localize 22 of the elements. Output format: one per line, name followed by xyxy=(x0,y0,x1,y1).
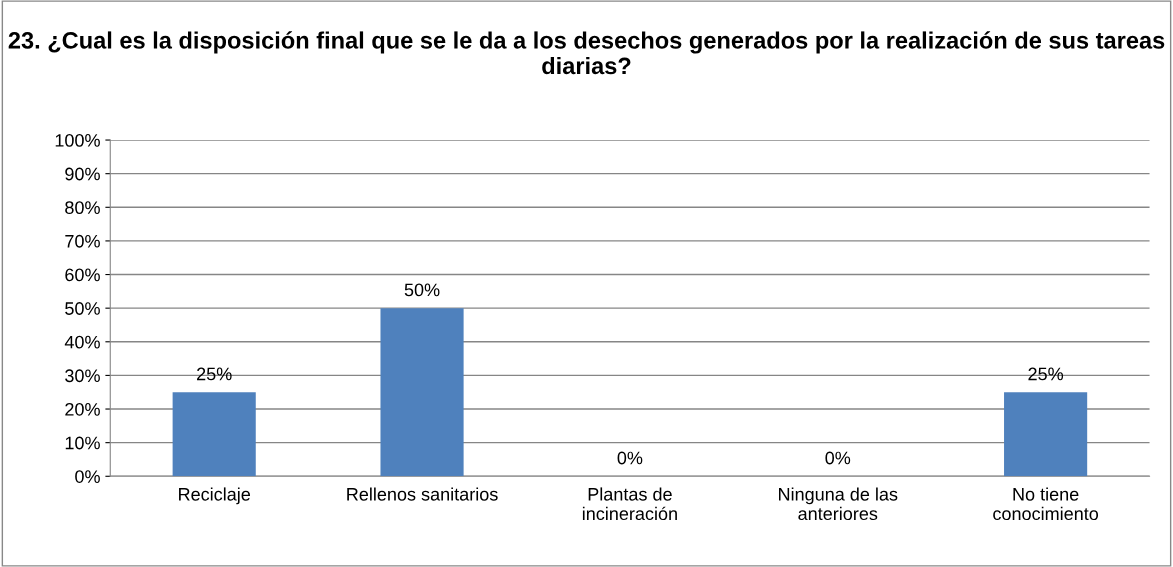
data-label: 25% xyxy=(197,367,232,381)
data-label: 0% xyxy=(825,451,851,465)
chart-title: 23. ¿Cual es la disposición final que se le da a los desechos generados por la realización de sus tareas diarias? xyxy=(8,31,1165,75)
x-tick-label: Reciclaje xyxy=(179,487,251,505)
y-tick-label: 60% xyxy=(65,268,100,282)
x-tick-label: No tiene conocimiento xyxy=(993,487,1099,521)
x-tick-label: Rellenos sanitarios xyxy=(347,487,498,501)
y-tick-label: 30% xyxy=(65,369,100,383)
y-tick-label: 80% xyxy=(65,201,100,215)
x-tick-label: Ninguna de las anteriores xyxy=(779,487,898,521)
y-tick-label: 100% xyxy=(55,133,100,147)
data-label: 50% xyxy=(404,283,440,297)
data-label: 25% xyxy=(1028,367,1064,381)
data-label: 0% xyxy=(617,451,643,465)
y-tick-label: 40% xyxy=(64,335,100,349)
y-tick-label: 70% xyxy=(65,234,100,248)
y-tick-label: 10% xyxy=(65,436,100,450)
y-tick-label: 0% xyxy=(75,470,100,483)
y-tick-label: 90% xyxy=(65,167,100,181)
y-tick-label: 50% xyxy=(65,302,100,315)
x-tick-label: Plantas de incineración xyxy=(582,487,677,521)
y-tick-label: 20% xyxy=(65,402,100,416)
